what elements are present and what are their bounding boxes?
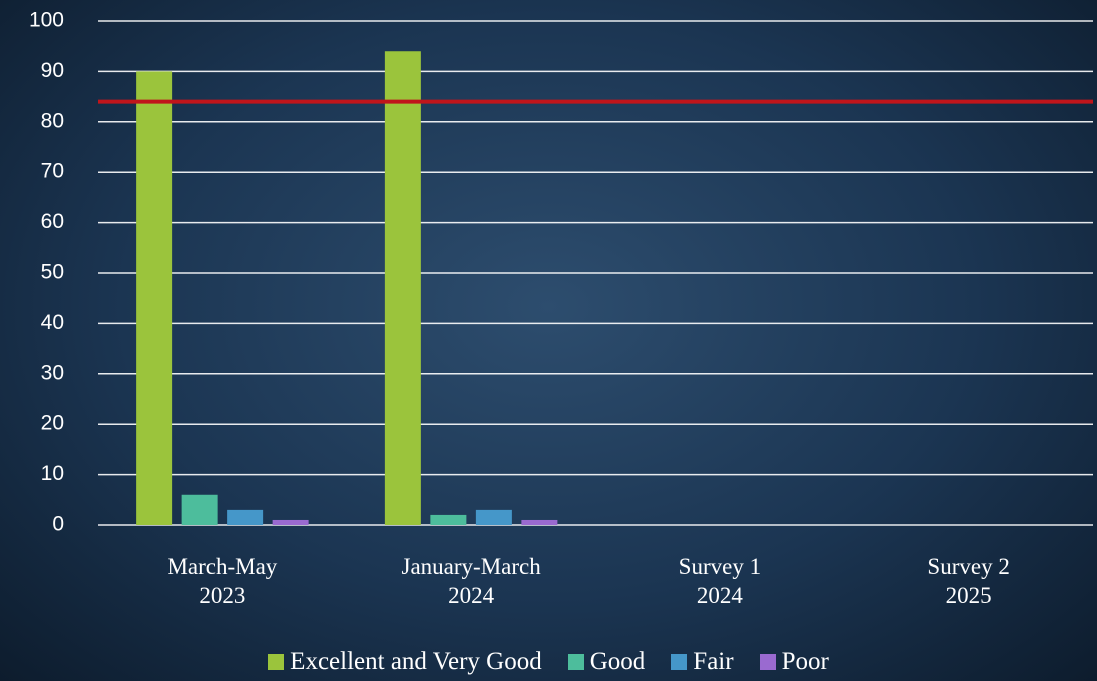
legend-swatch [759,654,776,670]
y-tick-label: 10 [41,462,64,485]
bar [227,509,264,525]
y-tick-label: 60 [41,210,64,233]
legend-label: Fair [693,648,734,675]
legend-item: Poor [759,648,829,676]
legend-swatch [671,654,688,670]
y-tick-label: 70 [41,160,64,183]
legend-label: Good [589,648,646,675]
y-tick-label: 0 [52,513,64,536]
y-tick-label: 50 [41,261,64,284]
bar [272,519,309,525]
bar [521,519,558,525]
x-tick-label: March-May 2023 [167,554,278,608]
bar [181,494,218,525]
bar [384,51,421,526]
y-tick-label: 100 [29,9,64,32]
y-tick-label: 90 [41,59,64,82]
y-tick-label: 20 [41,412,64,435]
y-tick-label: 80 [41,109,64,132]
y-tick-label: 40 [41,311,64,334]
x-tick-label: Survey 2 2025 [927,554,1010,608]
legend-item: Fair [671,648,734,676]
legend-swatch [567,654,584,670]
legend-item: Excellent and Very Good [268,648,542,676]
legend-label: Poor [781,648,829,675]
y-tick-label: 30 [41,361,64,384]
bar [136,71,173,526]
legend-swatch [268,654,285,670]
bar [430,514,467,525]
x-tick-label: Survey 1 2024 [678,554,762,608]
legend-item: Good [567,648,646,676]
bar [475,509,512,525]
x-tick-label: January-March 2024 [401,554,541,608]
legend-label: Excellent and Very Good [290,648,542,675]
legend: Excellent and Very Good Good Fair Poor [0,648,1097,676]
